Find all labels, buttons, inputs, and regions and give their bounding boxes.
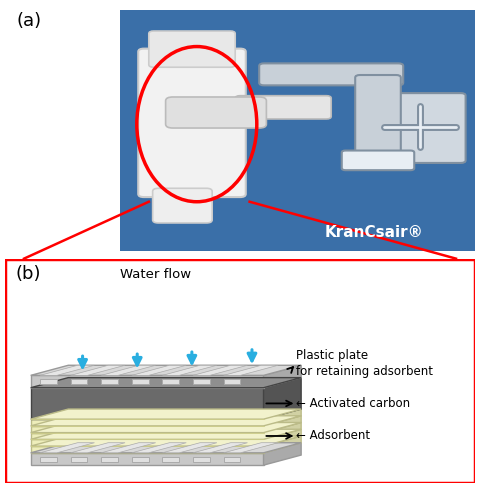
Polygon shape [162, 379, 179, 384]
Text: Water flow: Water flow [120, 268, 191, 281]
Polygon shape [101, 457, 118, 462]
Polygon shape [31, 419, 264, 426]
Polygon shape [101, 365, 156, 375]
Polygon shape [224, 443, 278, 453]
Text: ← Activated carbon: ← Activated carbon [297, 397, 410, 410]
Polygon shape [31, 436, 301, 446]
Polygon shape [264, 416, 301, 432]
Polygon shape [162, 365, 217, 375]
Bar [120, 10, 475, 251]
Polygon shape [31, 432, 264, 439]
Polygon shape [193, 365, 248, 375]
FancyBboxPatch shape [259, 63, 403, 85]
Polygon shape [224, 365, 278, 375]
Text: (b): (b) [15, 265, 41, 284]
Polygon shape [193, 379, 210, 384]
Polygon shape [31, 378, 301, 387]
Text: KranCsair®: KranCsair® [325, 225, 424, 240]
Text: (a): (a) [16, 12, 41, 30]
Polygon shape [101, 443, 156, 453]
Polygon shape [132, 457, 149, 462]
Polygon shape [264, 378, 301, 419]
Polygon shape [31, 387, 264, 419]
Polygon shape [264, 423, 301, 439]
Polygon shape [31, 429, 301, 439]
Polygon shape [132, 365, 186, 375]
Polygon shape [31, 443, 301, 453]
FancyBboxPatch shape [235, 96, 331, 119]
FancyBboxPatch shape [138, 49, 246, 197]
Polygon shape [31, 426, 264, 432]
FancyBboxPatch shape [153, 188, 212, 223]
FancyBboxPatch shape [166, 97, 266, 128]
Polygon shape [264, 409, 301, 426]
Polygon shape [71, 457, 87, 462]
Polygon shape [40, 379, 57, 384]
Polygon shape [264, 436, 301, 453]
Polygon shape [162, 443, 217, 453]
FancyBboxPatch shape [149, 31, 235, 67]
Polygon shape [40, 457, 57, 462]
Polygon shape [31, 375, 264, 387]
Polygon shape [31, 423, 301, 432]
Polygon shape [31, 439, 264, 446]
FancyBboxPatch shape [355, 75, 401, 163]
Polygon shape [40, 443, 95, 453]
Polygon shape [224, 457, 240, 462]
Text: ← Adsorbent: ← Adsorbent [297, 429, 371, 443]
Polygon shape [101, 379, 118, 384]
Polygon shape [264, 443, 301, 465]
Polygon shape [40, 365, 95, 375]
Polygon shape [132, 443, 186, 453]
FancyBboxPatch shape [342, 150, 414, 170]
Polygon shape [71, 443, 125, 453]
Polygon shape [193, 443, 248, 453]
Polygon shape [71, 379, 87, 384]
Polygon shape [224, 379, 240, 384]
Polygon shape [31, 453, 264, 465]
Polygon shape [31, 416, 301, 426]
Polygon shape [264, 429, 301, 446]
FancyBboxPatch shape [374, 93, 466, 163]
Text: Plastic plate
for retaining adsorbent: Plastic plate for retaining adsorbent [297, 349, 433, 378]
Polygon shape [31, 409, 301, 419]
Polygon shape [132, 379, 149, 384]
Polygon shape [264, 365, 301, 387]
Polygon shape [71, 365, 125, 375]
Polygon shape [31, 446, 264, 453]
Polygon shape [193, 457, 210, 462]
Polygon shape [162, 457, 179, 462]
Polygon shape [31, 365, 301, 375]
